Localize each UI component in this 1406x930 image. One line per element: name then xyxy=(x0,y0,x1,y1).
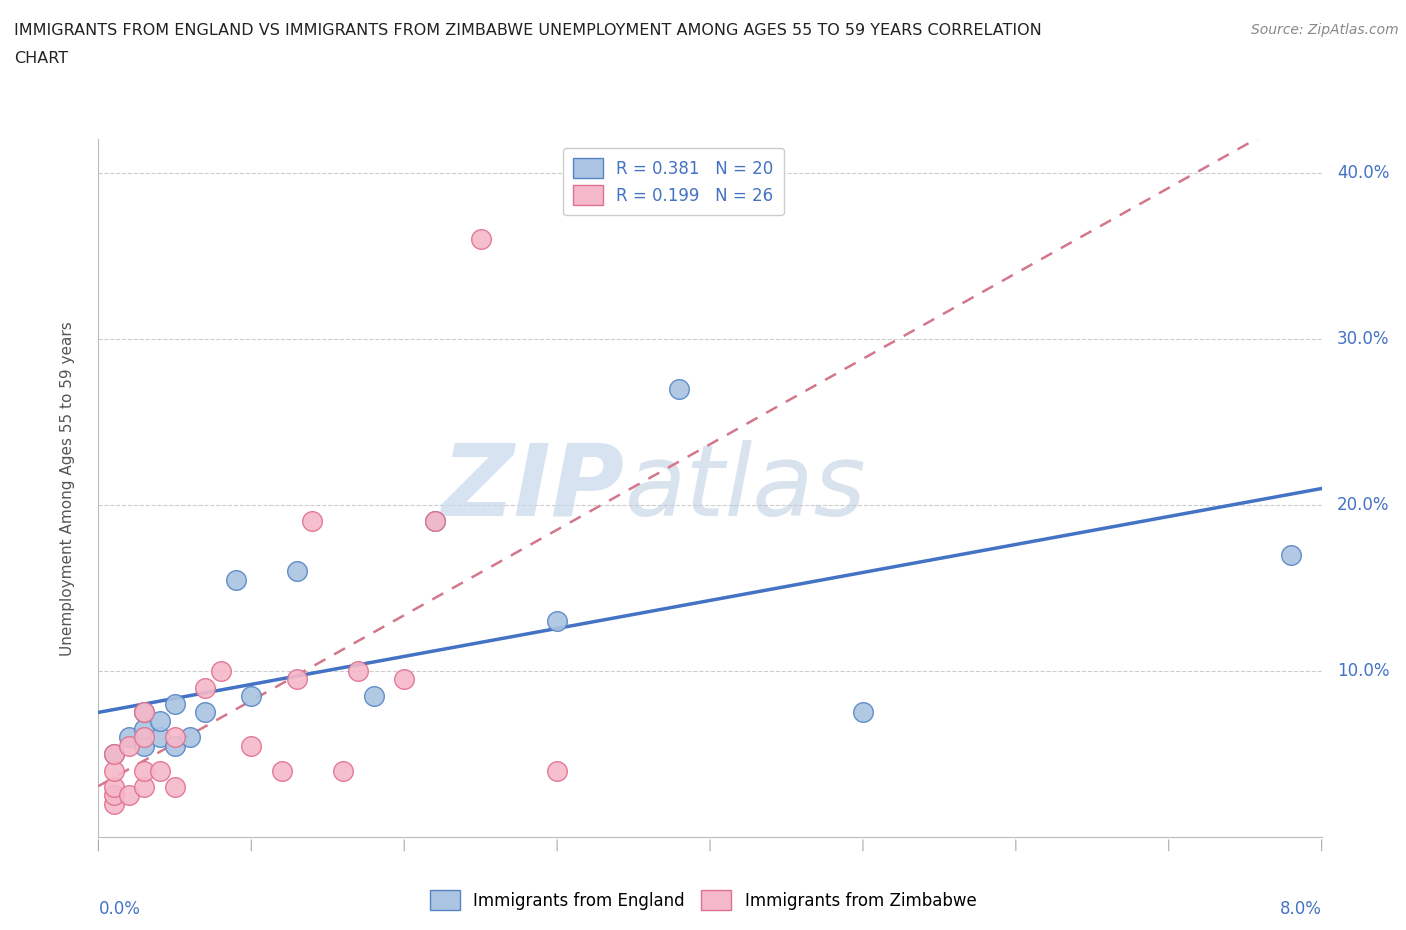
Point xyxy=(285,671,308,686)
Text: 10.0%: 10.0% xyxy=(1337,662,1389,680)
Point xyxy=(134,730,156,745)
Point xyxy=(301,514,323,529)
Point xyxy=(118,738,141,753)
Point xyxy=(149,764,172,778)
Point xyxy=(118,788,141,803)
Point xyxy=(270,764,294,778)
Legend: Immigrants from England, Immigrants from Zimbabwe: Immigrants from England, Immigrants from… xyxy=(423,884,983,917)
Point xyxy=(103,788,125,803)
Point xyxy=(852,705,875,720)
Point xyxy=(332,764,354,778)
Point xyxy=(163,697,186,711)
Point xyxy=(225,572,247,587)
Point xyxy=(423,514,446,529)
Point xyxy=(103,764,125,778)
Text: IMMIGRANTS FROM ENGLAND VS IMMIGRANTS FROM ZIMBABWE UNEMPLOYMENT AMONG AGES 55 T: IMMIGRANTS FROM ENGLAND VS IMMIGRANTS FR… xyxy=(14,23,1042,38)
Point xyxy=(103,796,125,811)
Text: 30.0%: 30.0% xyxy=(1337,330,1389,348)
Text: 20.0%: 20.0% xyxy=(1337,496,1389,514)
Point xyxy=(149,713,172,728)
Point xyxy=(423,514,446,529)
Point xyxy=(392,671,416,686)
Point xyxy=(668,381,690,396)
Point xyxy=(118,730,141,745)
Point xyxy=(363,688,385,703)
Point xyxy=(163,779,186,794)
Point xyxy=(347,663,370,678)
Point xyxy=(134,764,156,778)
Point xyxy=(240,688,263,703)
Point xyxy=(209,663,232,678)
Text: ZIP: ZIP xyxy=(441,440,624,537)
Point xyxy=(149,730,172,745)
Point xyxy=(134,738,156,753)
Point xyxy=(134,722,156,737)
Text: 0.0%: 0.0% xyxy=(98,900,141,918)
Point xyxy=(546,614,568,629)
Point xyxy=(179,730,201,745)
Text: Unemployment Among Ages 55 to 59 years: Unemployment Among Ages 55 to 59 years xyxy=(60,321,76,656)
Point xyxy=(134,779,156,794)
Text: CHART: CHART xyxy=(14,51,67,66)
Point xyxy=(134,705,156,720)
Point xyxy=(1279,547,1302,562)
Text: 8.0%: 8.0% xyxy=(1279,900,1322,918)
Point xyxy=(194,705,217,720)
Point xyxy=(103,747,125,762)
Point xyxy=(285,564,308,578)
Legend: R = 0.381   N = 20, R = 0.199   N = 26: R = 0.381 N = 20, R = 0.199 N = 26 xyxy=(562,148,783,215)
Point xyxy=(103,779,125,794)
Point xyxy=(240,738,263,753)
Text: Source: ZipAtlas.com: Source: ZipAtlas.com xyxy=(1251,23,1399,37)
Point xyxy=(163,730,186,745)
Point xyxy=(163,738,186,753)
Point xyxy=(470,232,492,246)
Text: 40.0%: 40.0% xyxy=(1337,164,1389,181)
Point xyxy=(546,764,568,778)
Point xyxy=(103,747,125,762)
Text: atlas: atlas xyxy=(624,440,866,537)
Point xyxy=(134,705,156,720)
Point xyxy=(194,680,217,695)
